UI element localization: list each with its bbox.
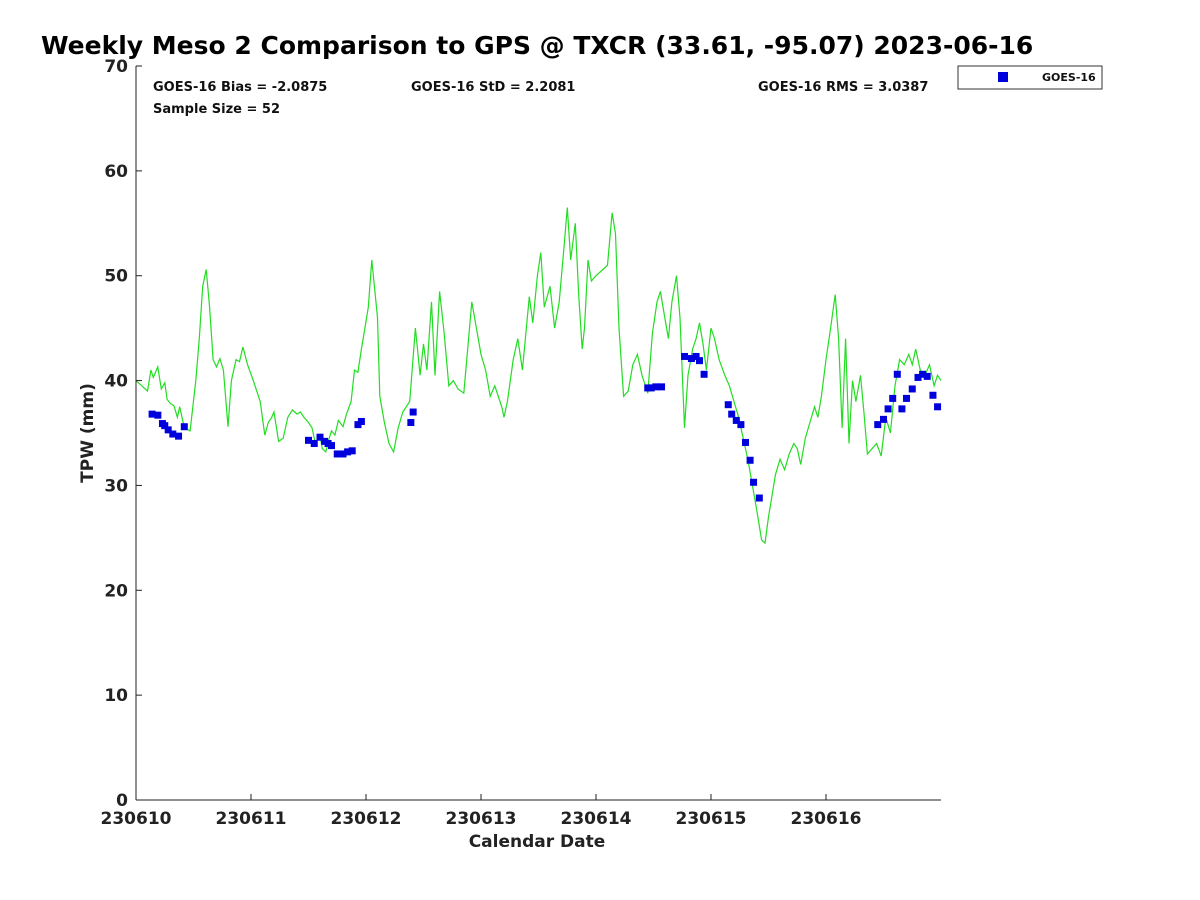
sample-size-stat: Sample Size = 52 xyxy=(153,102,280,117)
goes-data-point xyxy=(681,352,689,360)
goes-data-point xyxy=(175,432,183,440)
goes-data-point xyxy=(700,370,708,378)
y-tick-label: 40 xyxy=(104,372,128,392)
x-axis-label: Calendar Date xyxy=(469,832,606,852)
goes-data-point xyxy=(333,450,341,458)
goes-data-point xyxy=(923,372,931,380)
goes-data-point xyxy=(919,370,927,378)
goes-data-point xyxy=(889,394,897,402)
goes-data-point xyxy=(898,405,906,413)
y-tick-label: 20 xyxy=(104,581,128,601)
goes-data-point xyxy=(407,419,415,427)
plot-area xyxy=(135,66,942,800)
goes-data-point xyxy=(908,385,916,393)
goes-data-point xyxy=(755,494,763,502)
goes-data-point xyxy=(746,456,754,464)
x-tick-label: 230611 xyxy=(216,809,287,829)
x-tick-label: 230610 xyxy=(101,809,172,829)
y-tick-label: 0 xyxy=(116,791,128,811)
goes-data-point xyxy=(880,415,887,423)
x-tick-label: 230615 xyxy=(676,809,747,829)
goes-data-point xyxy=(732,416,740,424)
legend-marker xyxy=(998,72,1008,82)
chart-title: Weekly Meso 2 Comparison to GPS @ TXCR (… xyxy=(41,31,1033,60)
goes-data-point xyxy=(348,447,356,455)
goes-data-point xyxy=(893,370,901,378)
x-axis: 230610 230611 230612 230613 230614 230615 2306… xyxy=(101,794,862,829)
y-tick-label: 30 xyxy=(104,476,128,496)
rms-stat: GOES-16 RMS = 3.0387 xyxy=(758,80,928,95)
goes-data-point xyxy=(742,438,749,446)
goes-data-point xyxy=(647,384,655,392)
std-stat: GOES-16 StD = 2.2081 xyxy=(411,80,575,95)
goes-data-point xyxy=(310,439,318,447)
goes-data-point xyxy=(903,394,910,402)
y-axis-label: TPW (mm) xyxy=(78,383,98,483)
y-tick-label: 10 xyxy=(104,686,128,706)
legend-label: GOES-16 xyxy=(1042,71,1096,84)
goes-data-point xyxy=(357,417,365,425)
goes-data-point xyxy=(658,383,666,391)
goes-data-point xyxy=(692,352,700,360)
goes-data-point xyxy=(750,478,758,486)
x-tick-label: 230613 xyxy=(446,809,517,829)
goes-data-point xyxy=(161,422,169,430)
goes-data-point xyxy=(687,355,695,363)
legend-box xyxy=(957,65,1103,90)
gps-series-line xyxy=(135,207,942,545)
x-tick-label: 230614 xyxy=(561,809,632,829)
goes-data-point xyxy=(874,421,882,429)
goes-data-point xyxy=(148,410,156,418)
y-tick-label: 60 xyxy=(104,162,128,182)
goes-data-point xyxy=(934,403,942,411)
y-tick-label: 50 xyxy=(104,267,128,287)
goes-data-point xyxy=(884,405,892,413)
goes-data-point xyxy=(929,391,937,399)
y-axis: 0 10 20 30 40 50 60 70 xyxy=(104,57,142,811)
goes-data-point xyxy=(328,442,335,450)
goes-data-point xyxy=(154,411,162,419)
goes-data-point xyxy=(344,448,352,456)
goes-data-point xyxy=(180,423,188,431)
legend: GOES-16 xyxy=(957,65,1103,90)
goes-data-point xyxy=(724,401,732,409)
plot-background xyxy=(136,66,941,800)
goes-data-point xyxy=(164,426,172,434)
goes-data-point xyxy=(652,383,660,391)
goes-data-point xyxy=(316,433,324,441)
goes-data-point xyxy=(305,436,312,444)
goes-data-point xyxy=(728,410,736,418)
goes-data-point xyxy=(409,408,417,416)
x-tick-label: 230612 xyxy=(331,809,402,829)
x-tick-label: 230616 xyxy=(791,809,862,829)
goes-data-point xyxy=(737,421,745,429)
bias-stat: GOES-16 Bias = -2.0875 xyxy=(153,80,327,95)
goes-data-point xyxy=(696,357,703,365)
y-tick-label: 70 xyxy=(104,57,128,77)
goes-data-point xyxy=(169,430,177,438)
goes-data-point xyxy=(914,373,922,381)
goes-data-point xyxy=(339,450,347,458)
